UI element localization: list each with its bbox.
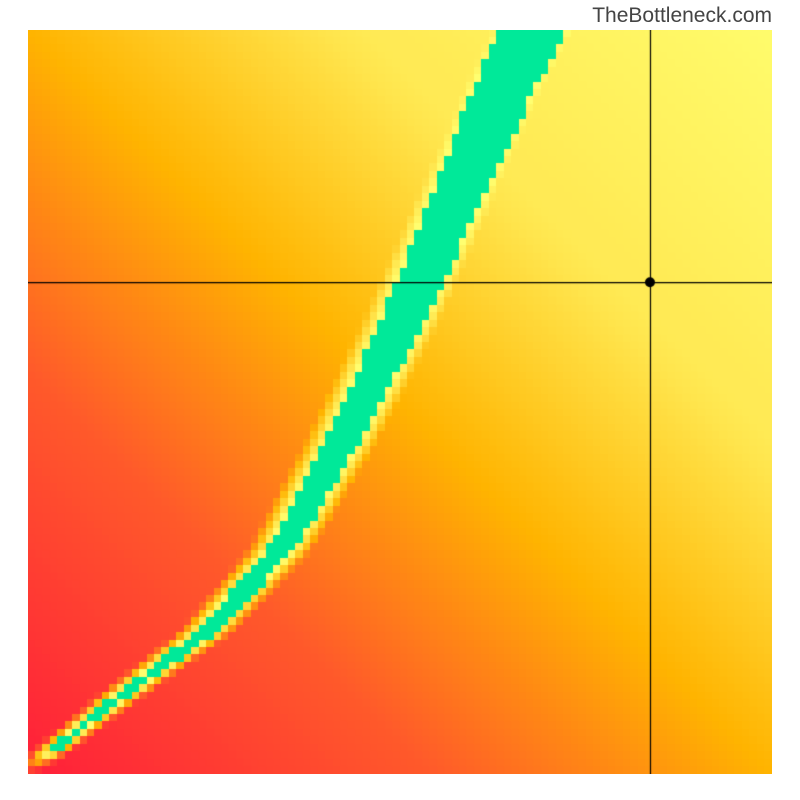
attribution-text: TheBottleneck.com — [592, 4, 772, 28]
bottleneck-heatmap — [28, 30, 772, 774]
